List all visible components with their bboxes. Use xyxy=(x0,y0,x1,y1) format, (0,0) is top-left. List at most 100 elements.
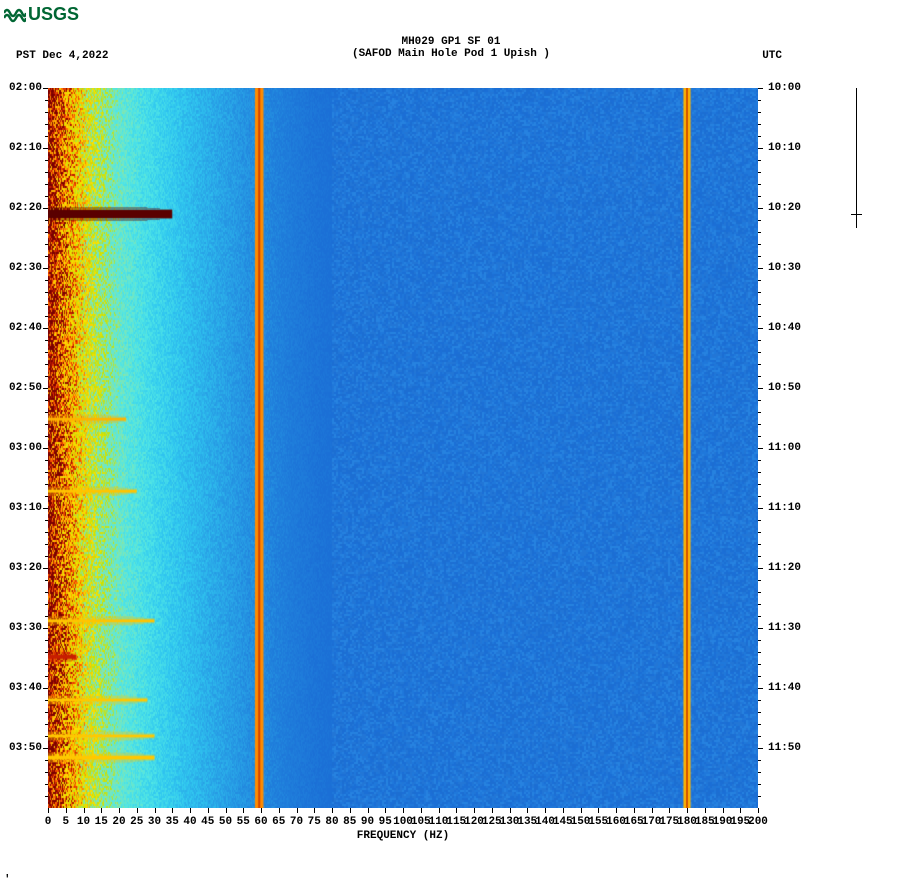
frequency-axis: FREQUENCY (HZ) 0510152025303540455055606… xyxy=(48,808,758,848)
left-tick-label: 03:30 xyxy=(9,622,42,634)
x-axis-label: FREQUENCY (HZ) xyxy=(357,830,449,842)
left-tick-label: 02:50 xyxy=(9,382,42,394)
x-tick xyxy=(279,808,280,813)
x-tick xyxy=(332,808,333,813)
x-tick xyxy=(297,808,298,813)
left-tick xyxy=(43,688,48,689)
right-minor-tick xyxy=(758,724,761,725)
x-tick xyxy=(687,808,688,813)
left-tick-label: 03:40 xyxy=(9,682,42,694)
x-tick xyxy=(314,808,315,813)
left-minor-tick xyxy=(45,472,48,473)
left-minor-tick xyxy=(45,196,48,197)
x-tick-label: 55 xyxy=(237,816,250,828)
left-minor-tick xyxy=(45,700,48,701)
right-minor-tick xyxy=(758,184,761,185)
right-tick-label: 11:40 xyxy=(768,682,801,694)
x-tick-label: 60 xyxy=(254,816,267,828)
left-minor-tick xyxy=(45,124,48,125)
left-tick xyxy=(43,328,48,329)
x-tick-label: 5 xyxy=(62,816,69,828)
x-tick-label: 20 xyxy=(112,816,125,828)
right-minor-tick xyxy=(758,220,761,221)
x-tick-label: 90 xyxy=(361,816,374,828)
right-minor-tick xyxy=(758,796,761,797)
x-tick xyxy=(598,808,599,813)
left-minor-tick xyxy=(45,136,48,137)
usgs-logo: USGS xyxy=(4,4,79,25)
right-tick-label: 10:40 xyxy=(768,322,801,334)
x-tick xyxy=(48,808,49,813)
x-tick-label: 0 xyxy=(45,816,52,828)
right-minor-tick xyxy=(758,592,761,593)
left-minor-tick xyxy=(45,304,48,305)
x-tick xyxy=(456,808,457,813)
left-tick xyxy=(43,448,48,449)
x-tick xyxy=(510,808,511,813)
x-tick xyxy=(403,808,404,813)
x-tick xyxy=(705,808,706,813)
right-minor-tick xyxy=(758,172,761,173)
right-tick-label: 10:30 xyxy=(768,262,801,274)
right-tick xyxy=(758,508,763,509)
right-minor-tick xyxy=(758,364,761,365)
left-minor-tick xyxy=(45,256,48,257)
x-tick xyxy=(208,808,209,813)
left-tick xyxy=(43,148,48,149)
right-tick xyxy=(758,268,763,269)
usgs-wave-icon xyxy=(4,6,26,24)
x-tick xyxy=(66,808,67,813)
right-minor-tick xyxy=(758,472,761,473)
x-tick xyxy=(616,808,617,813)
right-minor-tick xyxy=(758,652,761,653)
right-minor-tick xyxy=(758,316,761,317)
right-tick xyxy=(758,628,763,629)
x-tick xyxy=(652,808,653,813)
left-minor-tick xyxy=(45,544,48,545)
x-tick-label: 10 xyxy=(77,816,90,828)
right-minor-tick xyxy=(758,580,761,581)
right-minor-tick xyxy=(758,436,761,437)
right-minor-tick xyxy=(758,280,761,281)
x-tick xyxy=(758,808,759,813)
left-tick-label: 03:20 xyxy=(9,562,42,574)
left-tick xyxy=(43,388,48,389)
right-minor-tick xyxy=(758,244,761,245)
left-minor-tick xyxy=(45,460,48,461)
x-tick-label: 75 xyxy=(308,816,321,828)
left-minor-tick xyxy=(45,364,48,365)
utc-label: UTC xyxy=(762,50,782,62)
x-tick xyxy=(190,808,191,813)
left-minor-tick xyxy=(45,232,48,233)
right-tick xyxy=(758,748,763,749)
left-minor-tick xyxy=(45,760,48,761)
spectrogram-canvas xyxy=(48,88,758,808)
right-minor-tick xyxy=(758,376,761,377)
x-tick xyxy=(243,808,244,813)
left-minor-tick xyxy=(45,112,48,113)
x-tick xyxy=(119,808,120,813)
right-minor-tick xyxy=(758,760,761,761)
right-minor-tick xyxy=(758,616,761,617)
x-tick-label: 35 xyxy=(166,816,179,828)
right-minor-tick xyxy=(758,532,761,533)
usgs-text: USGS xyxy=(28,4,79,25)
left-minor-tick xyxy=(45,400,48,401)
left-tick-label: 02:10 xyxy=(9,142,42,154)
left-minor-tick xyxy=(45,436,48,437)
x-tick-label: 95 xyxy=(379,816,392,828)
left-minor-tick xyxy=(45,784,48,785)
x-tick xyxy=(439,808,440,813)
right-minor-tick xyxy=(758,520,761,521)
right-tick xyxy=(758,148,763,149)
right-minor-tick xyxy=(758,700,761,701)
right-tick xyxy=(758,88,763,89)
right-minor-tick xyxy=(758,556,761,557)
left-minor-tick xyxy=(45,604,48,605)
left-minor-tick xyxy=(45,352,48,353)
left-minor-tick xyxy=(45,280,48,281)
x-tick xyxy=(421,808,422,813)
right-minor-tick xyxy=(758,112,761,113)
right-minor-tick xyxy=(758,544,761,545)
right-minor-tick xyxy=(758,664,761,665)
